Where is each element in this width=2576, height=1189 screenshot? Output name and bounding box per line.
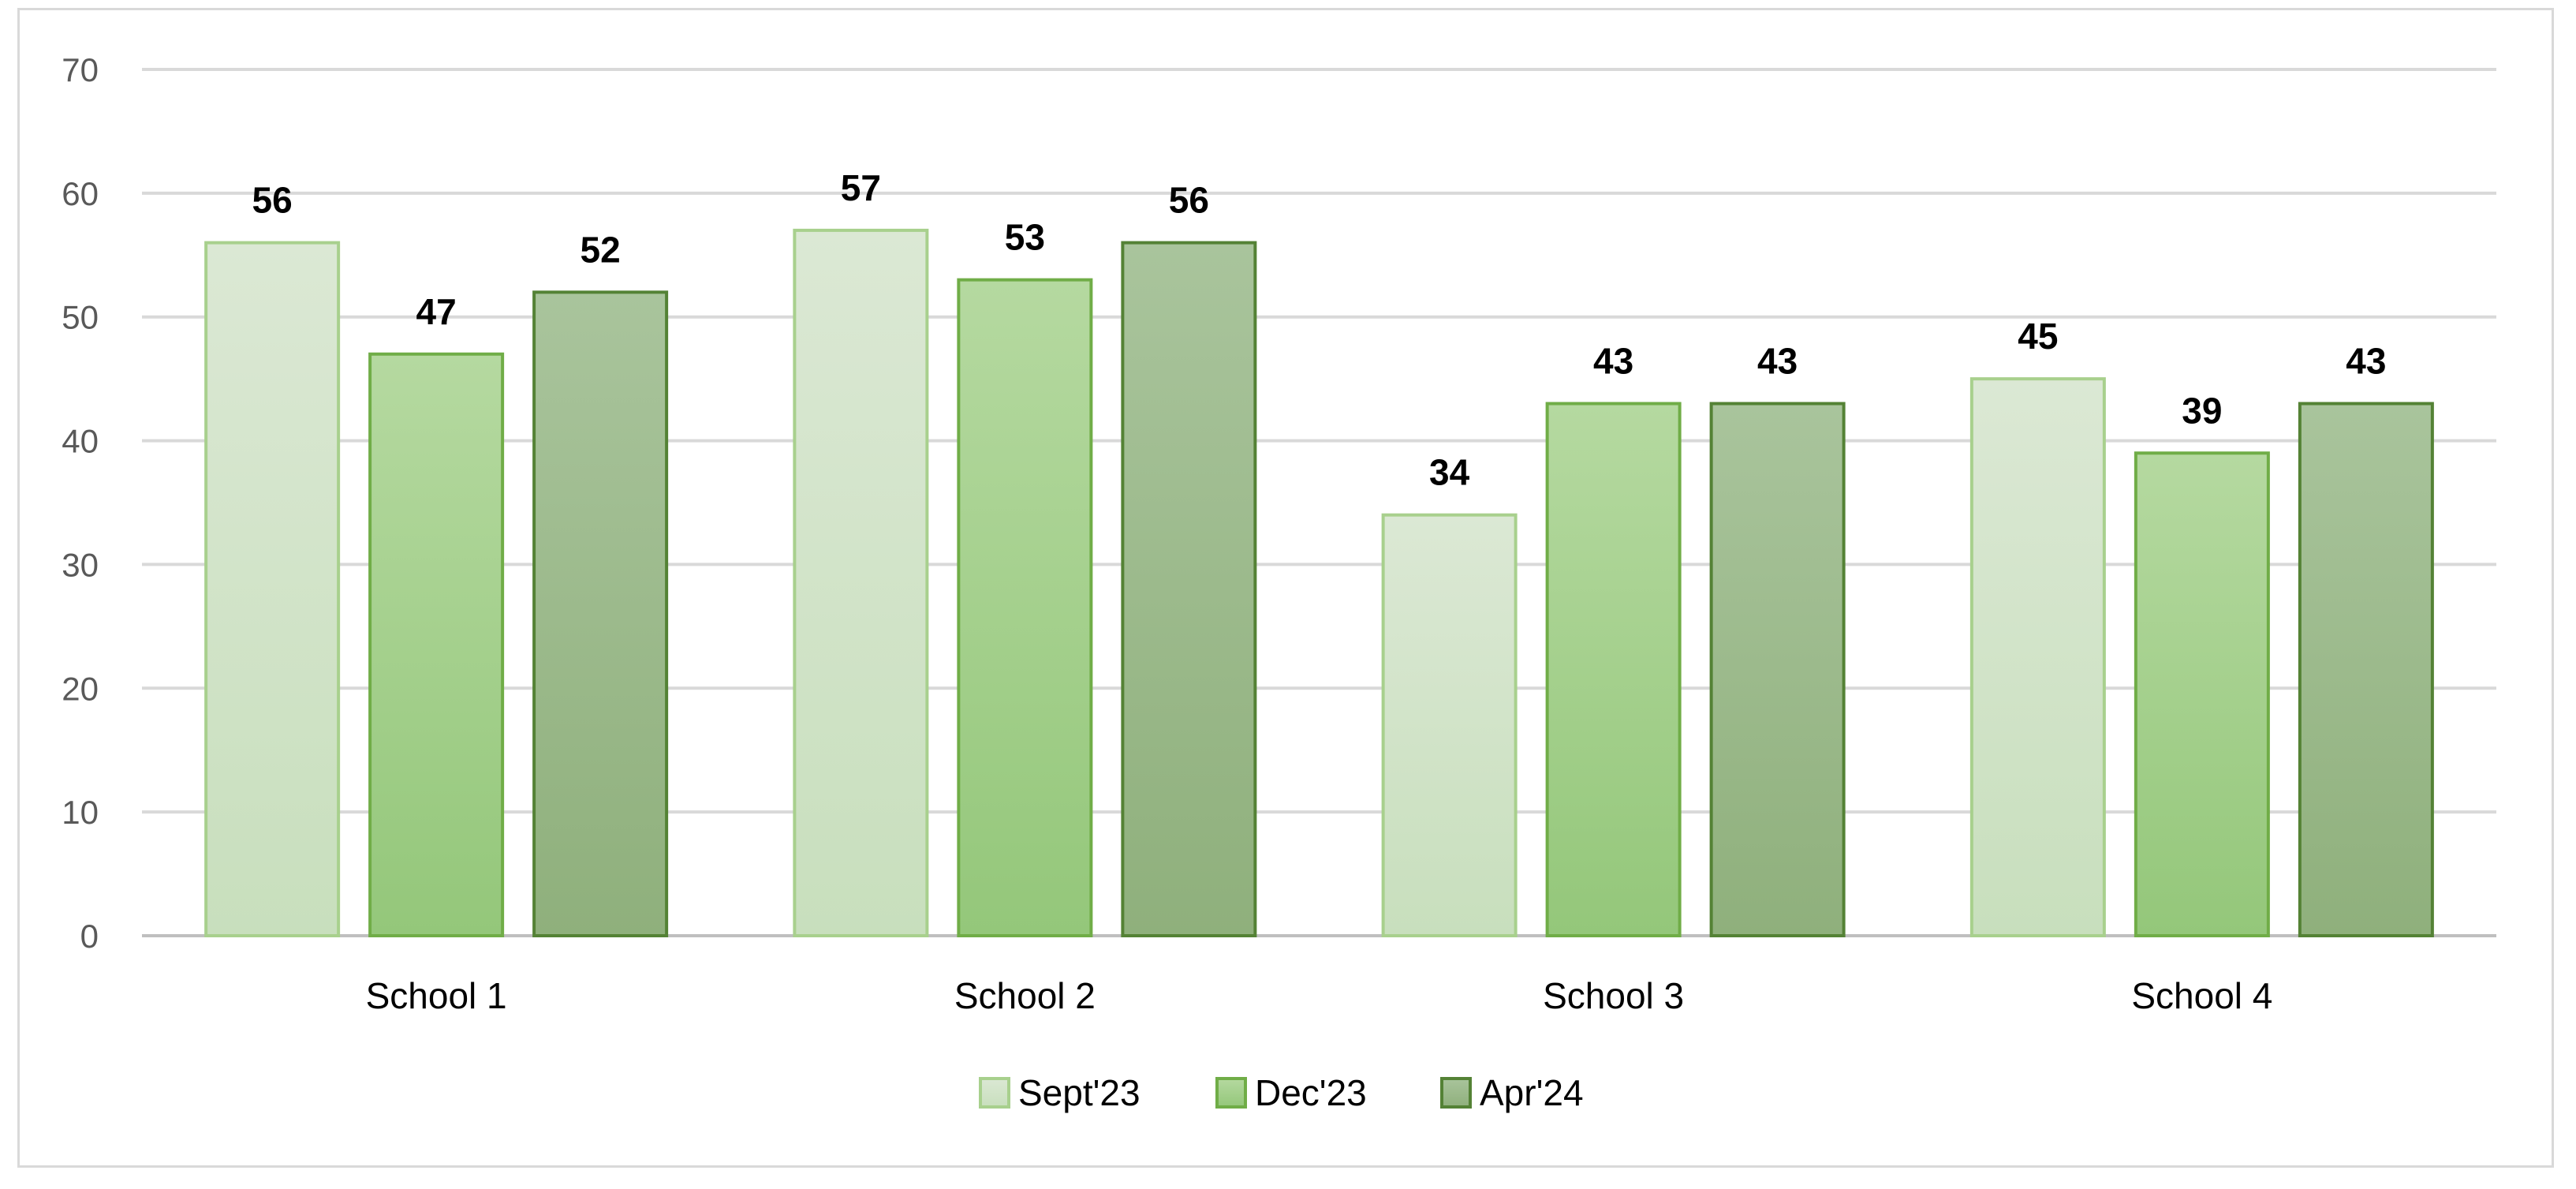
data-label: 57 [841,167,881,208]
category-label: School 2 [954,975,1096,1016]
bar [1381,513,1518,937]
legend-item: Sept'23 [979,1072,1141,1113]
bar [1969,377,2106,937]
data-label: 45 [2018,316,2058,357]
data-label: 47 [416,291,457,332]
bar [1709,402,1846,937]
bar [1545,402,1682,937]
legend-label: Sept'23 [1018,1072,1141,1113]
data-label: 52 [581,229,621,270]
bar [957,278,1093,937]
bar [368,352,505,937]
y-tick-label: 70 [62,51,99,88]
y-tick-label: 30 [62,546,99,583]
legend-item: Apr'24 [1440,1072,1584,1113]
y-tick-label: 60 [62,175,99,212]
legend: Sept'23 Dec'23 Apr'24 [979,1072,1584,1113]
y-tick-label: 40 [62,423,99,460]
bar [1121,241,1257,938]
legend-swatch [1215,1077,1247,1109]
bar [532,290,669,938]
y-tick-label: 0 [80,918,99,955]
data-label: 39 [2182,390,2222,431]
bar [2298,402,2434,937]
category-label: School 4 [2131,975,2272,1016]
y-tick-label: 50 [62,299,99,336]
data-label: 56 [252,180,293,221]
data-label: 53 [1005,217,1045,258]
legend-label: Dec'23 [1255,1072,1367,1113]
y-tick-label: 20 [62,670,99,707]
data-label: 43 [2346,341,2386,382]
legend-label: Apr'24 [1480,1072,1584,1113]
data-labels: 56 47 52 57 53 56 34 43 43 45 39 43 [252,167,2387,493]
data-label: 34 [1429,452,1470,493]
x-axis-categories: School 1 School 2 School 3 School 4 [366,975,2273,1016]
data-label: 43 [1593,341,1633,382]
bar [2134,451,2270,937]
data-label: 56 [1169,180,1209,221]
bar [204,241,341,938]
y-axis-ticks: 0 10 20 30 40 50 60 70 [62,51,99,955]
legend-item: Dec'23 [1215,1072,1367,1113]
y-tick-label: 10 [62,794,99,831]
bar [793,228,929,937]
legend-swatch [979,1077,1010,1109]
bars [204,228,2434,938]
category-label: School 1 [366,975,507,1016]
legend-swatch [1440,1077,1472,1109]
data-label: 43 [1757,341,1798,382]
category-label: School 3 [1543,975,1684,1016]
